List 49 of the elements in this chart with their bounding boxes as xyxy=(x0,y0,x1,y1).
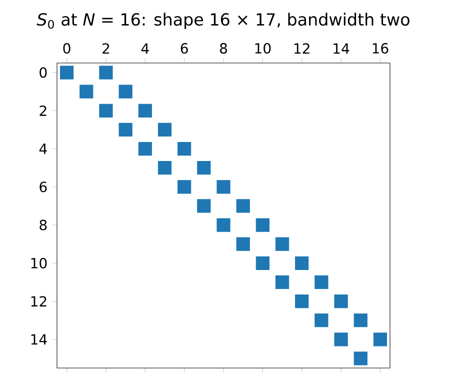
x-tick-label: 4 xyxy=(141,43,149,54)
point xyxy=(216,218,230,232)
point xyxy=(158,122,172,137)
y-tick-label: 2 xyxy=(40,105,46,116)
point xyxy=(197,161,211,175)
point xyxy=(178,180,192,194)
x-tick-label: 8 xyxy=(220,43,227,54)
point xyxy=(295,294,309,308)
y-tick-label: 0 xyxy=(40,67,47,78)
chart-title: S$_{0}$ at N = 16: shape 16 × 17, bandwidth two xyxy=(36,12,410,29)
y-tick-label: 4 xyxy=(39,144,47,154)
y-tick-label: 10 xyxy=(31,258,47,268)
x-tick-label: 12 xyxy=(294,43,310,54)
x-tick-label: 2 xyxy=(102,43,110,54)
point xyxy=(60,66,74,80)
point xyxy=(118,122,132,137)
point xyxy=(216,180,230,194)
point xyxy=(275,275,290,290)
point xyxy=(256,218,270,232)
point xyxy=(236,237,250,251)
point xyxy=(158,161,172,175)
point xyxy=(354,314,368,328)
point xyxy=(99,66,113,80)
x-tick-label: 0 xyxy=(63,43,70,54)
point xyxy=(373,332,388,346)
point xyxy=(118,84,132,98)
y-tick-label: 14 xyxy=(31,334,47,344)
point xyxy=(197,199,211,213)
point xyxy=(138,142,152,156)
x-tick-label: 14 xyxy=(334,43,350,54)
point xyxy=(138,104,152,118)
x-tick-label: 16 xyxy=(372,43,388,54)
x-tick-label: 10 xyxy=(255,43,271,54)
point xyxy=(314,275,328,290)
y-tick-label: 8 xyxy=(40,220,47,230)
point xyxy=(334,294,348,308)
y-tick-label: 6 xyxy=(40,182,47,192)
point xyxy=(99,104,113,118)
point xyxy=(178,142,192,156)
point xyxy=(80,84,94,98)
point xyxy=(295,256,309,270)
point xyxy=(275,237,290,251)
point xyxy=(334,332,348,346)
point xyxy=(354,352,368,366)
point xyxy=(314,314,328,328)
x-tick-label: 6 xyxy=(180,43,188,54)
point xyxy=(236,199,250,213)
y-tick-label: 12 xyxy=(31,296,46,306)
point xyxy=(256,256,270,270)
